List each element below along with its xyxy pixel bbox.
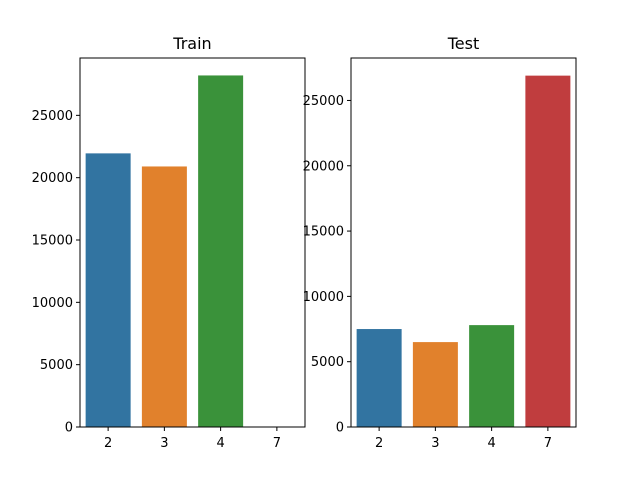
test-chart: 0 5000 10000 15000 20000 25000 2 3 4 7 Test — [303, 34, 577, 451]
test-y-tick-label: 10000 — [303, 290, 344, 305]
train-x-tick-label: 3 — [160, 436, 168, 451]
test-bar-2 — [356, 329, 402, 427]
train-y-tick-label: 15000 — [32, 234, 73, 249]
train-bar-2 — [85, 153, 131, 427]
train-bar-4 — [198, 75, 244, 427]
train-y-tick-label: 25000 — [32, 109, 73, 124]
test-y-tick-label: 15000 — [303, 225, 344, 240]
train-x-tick-label: 2 — [104, 436, 112, 451]
test-bar-3 — [412, 342, 458, 427]
test-x-tick-label: 7 — [544, 436, 552, 451]
train-bar-3 — [141, 166, 187, 427]
train-x-tick-label: 4 — [216, 436, 224, 451]
test-y-tick-label: 0 — [336, 421, 344, 436]
train-axes-frame — [79, 57, 306, 428]
test-x-tick-label: 2 — [375, 436, 383, 451]
train-y-tick-label: 10000 — [32, 296, 73, 311]
train-x-tick-label: 7 — [273, 436, 281, 451]
test-axes-frame — [350, 57, 577, 428]
test-chart-title: Test — [447, 34, 480, 53]
test-y-tick-label: 5000 — [311, 355, 344, 370]
test-x-tick-label: 4 — [487, 436, 495, 451]
test-y-tick-label: 25000 — [303, 94, 344, 109]
train-chart: 0 5000 10000 15000 20000 25000 2 3 4 7 Train — [32, 34, 306, 451]
test-x-tick-label: 3 — [431, 436, 439, 451]
train-y-tick-label: 0 — [65, 421, 73, 436]
train-y-tick-label: 5000 — [40, 358, 73, 373]
test-bar-7 — [525, 75, 571, 427]
test-y-tick-label: 20000 — [303, 159, 344, 174]
train-y-tick-label: 20000 — [32, 171, 73, 186]
test-bar-4 — [469, 325, 515, 427]
train-chart-title: Train — [172, 34, 211, 53]
